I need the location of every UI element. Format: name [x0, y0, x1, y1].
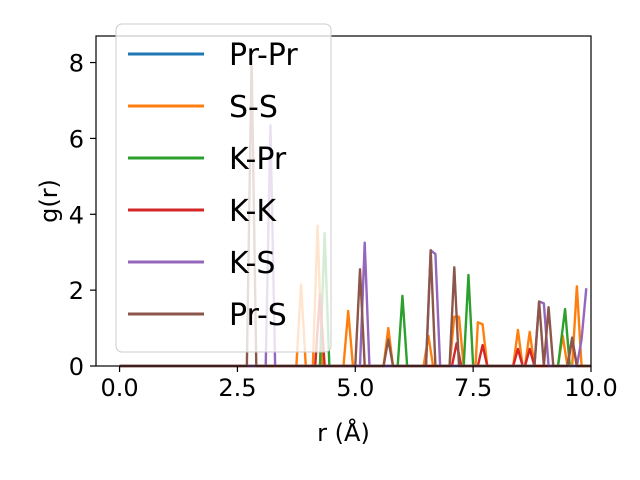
x-tick-label: 5.0: [336, 374, 374, 402]
y-tick-label: 8: [69, 50, 84, 78]
legend-label-pr-s: Pr-S: [229, 298, 287, 333]
y-tick-label: 0: [69, 353, 84, 381]
x-tick-label: 0.0: [100, 374, 138, 402]
x-axis-label: r (Å): [317, 418, 370, 447]
plot-frame: [95, 35, 592, 367]
y-tick-label: 6: [69, 125, 84, 153]
x-tick-label: 2.5: [218, 374, 256, 402]
legend-label-k-s: K-S: [229, 246, 275, 281]
legend-label-k-k: K-K: [229, 194, 277, 229]
axes-layer: 0.0 2.5 5.0 7.5 10.0 0 2 4 6 8: [69, 50, 618, 402]
legend: Pr-Pr S-S K-Pr K-K K-S Pr-S: [115, 23, 332, 353]
y-tick-label: 2: [69, 277, 84, 305]
legend-box: [115, 23, 332, 353]
y-axis-label: g(r): [35, 179, 63, 223]
legend-label-pr-pr: Pr-Pr: [229, 38, 298, 73]
y-tick-label: 4: [69, 201, 84, 229]
legend-label-s-s: S-S: [229, 90, 278, 125]
x-tick-label: 10.0: [564, 374, 617, 402]
x-tick-label: 7.5: [454, 374, 492, 402]
legend-label-k-pr: K-Pr: [229, 142, 287, 177]
